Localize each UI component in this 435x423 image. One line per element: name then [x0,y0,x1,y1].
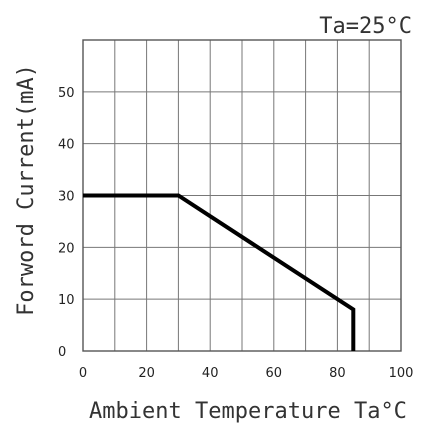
y-tick-label: 50 [58,86,75,101]
y-tick-label: 0 [58,345,66,360]
x-tick-label: 20 [138,366,155,381]
y-tick-label: 10 [58,293,75,308]
y-tick-label: 30 [58,190,75,205]
y-axis-title: Forword Current(mA) [14,64,39,316]
x-axis-title: Ambient Temperature Ta°C [89,399,407,423]
series-line [83,193,356,351]
y-tick-label: 20 [58,241,75,256]
x-tick-label: 40 [202,366,219,381]
y-tick-labels: 0 10 20 30 40 50 [58,86,75,360]
x-tick-label: 60 [266,366,283,381]
x-tick-labels: 0 20 40 60 80 100 [79,366,414,381]
temperature-annotation: Ta=25°C [319,14,412,39]
x-tick-label: 100 [389,366,414,381]
x-tick-label: 80 [329,366,346,381]
x-tick-label: 0 [79,366,87,381]
y-tick-label: 40 [58,138,75,153]
